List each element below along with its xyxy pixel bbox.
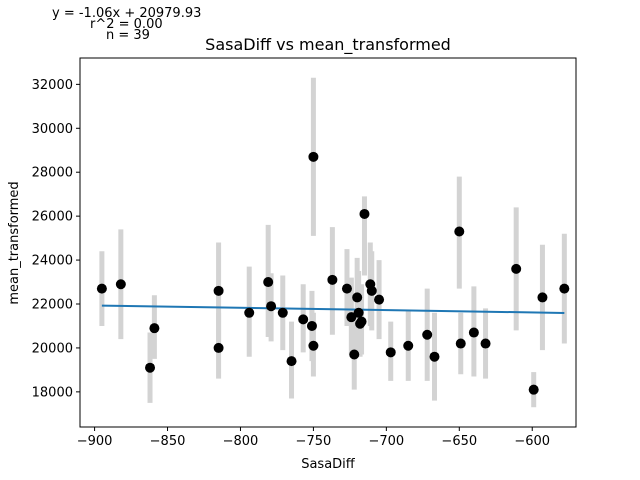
data-point-35 (511, 263, 522, 274)
n-annotation: n = 39 (106, 28, 150, 43)
data-point-6 (244, 307, 255, 318)
x-tick-label-4: −700 (368, 434, 404, 449)
data-point-28 (403, 340, 414, 351)
errorbar-layer (99, 77, 567, 408)
data-point-4 (213, 342, 224, 353)
data-point-10 (286, 356, 297, 367)
data-point-15 (327, 274, 338, 285)
data-point-33 (468, 327, 479, 338)
data-point-17 (346, 312, 357, 323)
chart-title: SasaDiff vs mean_transformed (205, 35, 451, 55)
y-tick-label-5: 28000 (32, 166, 73, 181)
data-point-31 (454, 226, 465, 237)
data-point-34 (480, 338, 491, 349)
data-point-11 (298, 314, 309, 325)
y-tick-label-0: 18000 (32, 385, 73, 400)
x-tick-label-5: −650 (441, 434, 477, 449)
data-point-36 (528, 384, 539, 395)
y-tick-label-7: 32000 (32, 78, 73, 93)
x-axis-label: SasaDiff (301, 457, 356, 472)
data-point-20 (353, 307, 364, 318)
data-point-18 (349, 349, 360, 360)
data-point-27 (385, 347, 396, 358)
point-layer (96, 151, 570, 395)
data-point-12 (306, 320, 317, 331)
equation-annotation: y = -1.06x + 20979.93 (52, 6, 201, 21)
fit-layer (101, 304, 565, 314)
data-point-26 (374, 294, 385, 305)
y-tick-label-6: 30000 (32, 122, 73, 137)
x-tick-label-2: −800 (223, 434, 259, 449)
data-point-23 (359, 208, 370, 219)
y-axis-ticks: 18000 20000 22000 24000 26000 28000 30000 32000 (32, 78, 80, 400)
regression-line (101, 304, 565, 314)
data-point-29 (422, 329, 433, 340)
x-tick-label-6: −600 (514, 434, 550, 449)
data-point-1 (115, 279, 126, 290)
data-point-38 (559, 283, 570, 294)
data-point-14 (308, 340, 319, 351)
data-point-5 (213, 285, 224, 296)
y-tick-label-4: 26000 (32, 210, 73, 225)
r-squared-annotation: r^2 = 0.00 (90, 17, 163, 32)
data-point-9 (277, 307, 288, 318)
data-point-8 (266, 301, 277, 312)
plot-frame (79, 57, 577, 428)
y-tick-label-3: 24000 (32, 254, 73, 269)
data-point-19 (352, 292, 363, 303)
data-point-22 (356, 316, 367, 327)
data-point-2 (145, 362, 156, 373)
data-point-30 (429, 351, 440, 362)
data-point-7 (263, 277, 274, 288)
data-point-37 (537, 292, 548, 303)
y-tick-label-1: 20000 (32, 341, 73, 356)
data-point-3 (149, 323, 160, 334)
data-point-0 (96, 283, 107, 294)
y-axis-label: mean_transformed (7, 181, 22, 304)
data-point-16 (341, 283, 352, 294)
data-point-32 (455, 338, 466, 349)
data-point-13 (308, 151, 319, 162)
x-tick-label-1: −850 (150, 434, 186, 449)
x-tick-label-0: −900 (77, 434, 113, 449)
x-tick-label-3: −750 (296, 434, 332, 449)
x-axis-ticks: −900 −850 −800 −750 −700 −650 −600 (77, 427, 550, 449)
data-point-25 (366, 285, 377, 296)
y-tick-label-2: 22000 (32, 298, 73, 313)
